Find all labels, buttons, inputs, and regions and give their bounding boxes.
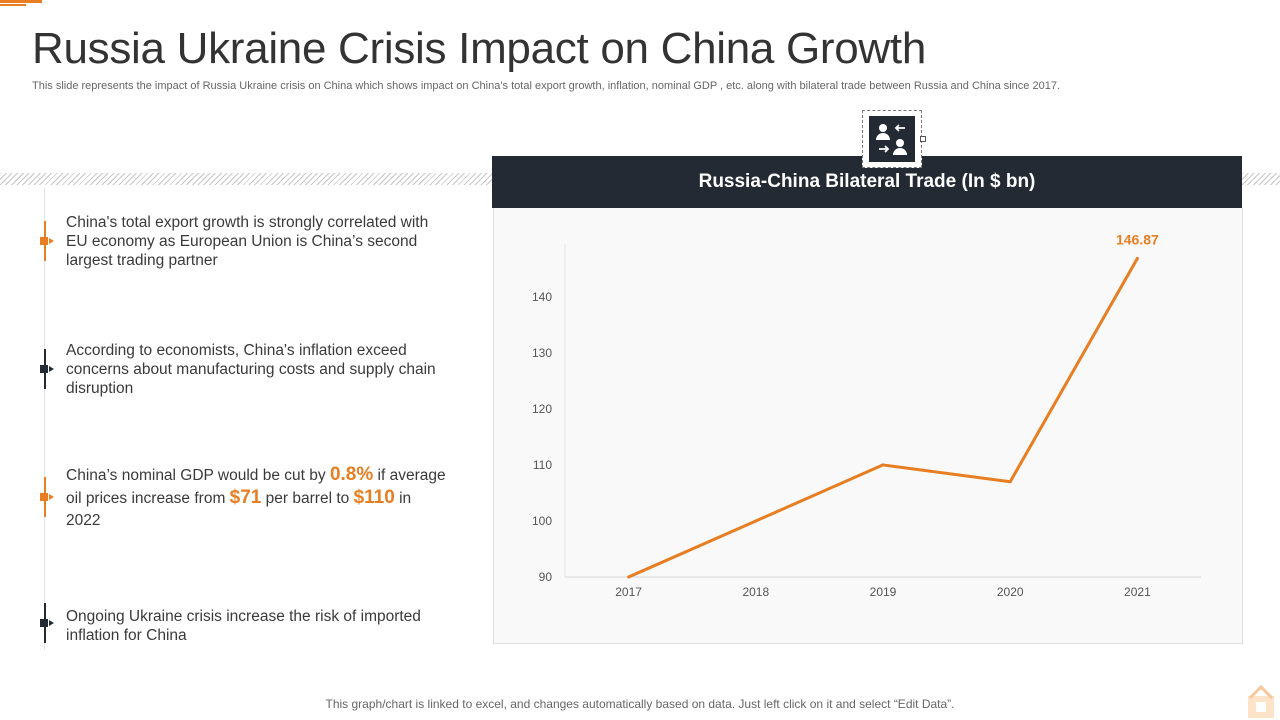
point-marker-orange <box>36 221 54 261</box>
gdp-text-part3: per barrel to <box>261 490 354 507</box>
point-marker-dark <box>36 603 54 643</box>
footnote: This graph/chart is linked to excel, and… <box>325 697 955 711</box>
y-tick-label: 120 <box>532 402 552 416</box>
key-point-2-text: According to economists, China's inflati… <box>66 342 436 397</box>
x-tick-label: 2018 <box>742 585 769 599</box>
data-point[interactable] <box>1135 256 1139 260</box>
selection-handle[interactable] <box>920 136 926 142</box>
page-title: Russia Ukraine Crisis Impact on China Gr… <box>32 24 926 73</box>
x-tick-label: 2017 <box>615 585 642 599</box>
page-subtitle: This slide represents the impact of Russ… <box>32 80 1061 92</box>
chart-panel <box>493 208 1243 644</box>
hatch-divider-right <box>1242 173 1280 185</box>
point-marker-dark <box>36 349 54 389</box>
data-point[interactable] <box>1008 480 1012 484</box>
data-label: 146.87 <box>1116 231 1159 247</box>
x-tick-label: 2019 <box>870 585 897 599</box>
people-exchange-icon <box>869 116 915 162</box>
gdp-text-part1: China’s nominal GDP would be cut by <box>66 467 330 484</box>
data-point[interactable] <box>627 575 631 579</box>
data-point[interactable] <box>754 519 758 523</box>
oil-price-projected: $110 <box>353 487 395 508</box>
top-accent-bar-small <box>0 4 26 6</box>
y-tick-label: 90 <box>539 570 553 584</box>
gdp-text-part2: if average oil prices increase from <box>66 467 446 507</box>
y-tick-label: 100 <box>532 514 552 528</box>
line-chart[interactable]: 90 100 110 120 130 140 2017 2018 2019 2020 2021 1… <box>493 208 1241 643</box>
series-line-bilateral-trade[interactable] <box>627 257 1139 579</box>
key-point-1-text: China's total export growth is strongly … <box>66 214 429 269</box>
y-tick-label: 140 <box>532 290 552 304</box>
hatch-divider-left <box>0 173 492 185</box>
x-tick-label: 2021 <box>1124 585 1151 599</box>
x-tick-label: 2020 <box>997 585 1024 599</box>
gdp-text-part4: in 2022 <box>66 490 412 529</box>
oil-price-current: $71 <box>229 487 262 508</box>
y-tick-label: 130 <box>532 346 552 360</box>
key-point-4-text: Ongoing Ukraine crisis increase the risk… <box>66 608 421 644</box>
chart-badge[interactable] <box>862 110 922 168</box>
timeline-line <box>44 188 45 650</box>
gdp-cut-value: 0.8% <box>329 464 374 485</box>
logo-icon <box>1248 684 1274 718</box>
top-accent-bar <box>0 0 42 3</box>
point-marker-orange <box>36 477 54 517</box>
data-point[interactable] <box>881 463 885 467</box>
y-tick-label: 110 <box>533 458 552 472</box>
key-point-3-text: China’s nominal GDP would be cut by 0.8%… <box>66 464 446 532</box>
